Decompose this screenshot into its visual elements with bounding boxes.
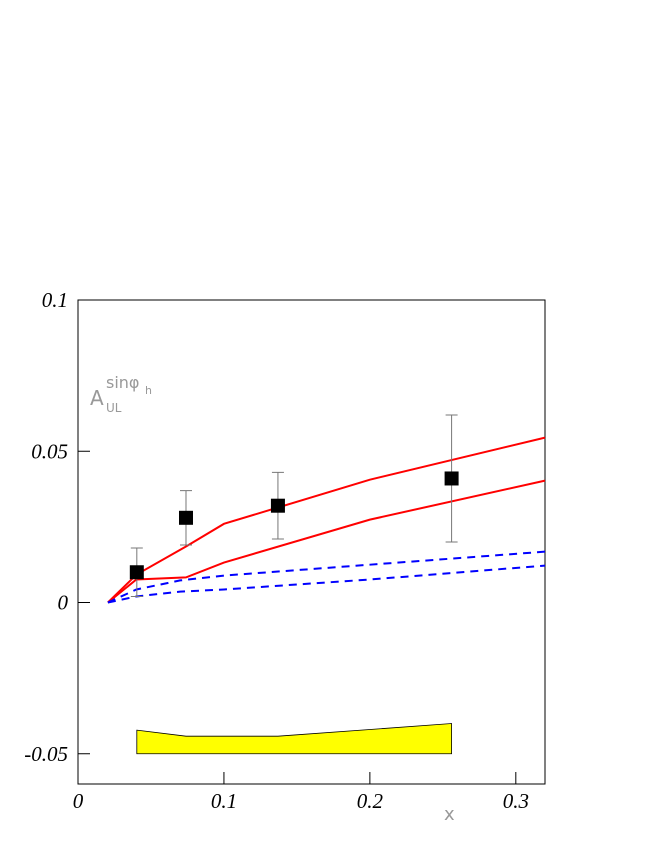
x-label: x <box>444 804 455 825</box>
x-tick-label: 0 <box>73 789 84 813</box>
data-point <box>444 471 459 486</box>
data-point <box>178 510 193 525</box>
plot-frame <box>77 299 546 785</box>
y-label-base: A <box>90 386 104 410</box>
y-tick-label: 0.1 <box>42 288 68 312</box>
curve <box>107 564 546 604</box>
curve <box>107 436 546 604</box>
curve <box>107 479 546 604</box>
y-label-sup: sinφ <box>106 373 139 392</box>
systematic-band <box>136 723 453 755</box>
data-point <box>270 498 285 513</box>
y-tick-label: 0.05 <box>31 439 68 463</box>
y-tick-label: -0.05 <box>24 742 68 766</box>
y-tick-label: 0 <box>58 591 69 615</box>
curve <box>107 550 546 604</box>
x-tick-label: 0.2 <box>357 789 384 813</box>
x-tick-label: 0.1 <box>211 789 237 813</box>
x-tick-label: 0.3 <box>503 789 529 813</box>
y-label-sub: UL <box>106 401 122 415</box>
data-point <box>129 565 144 580</box>
y-label-sup-sub: h <box>145 384 152 397</box>
